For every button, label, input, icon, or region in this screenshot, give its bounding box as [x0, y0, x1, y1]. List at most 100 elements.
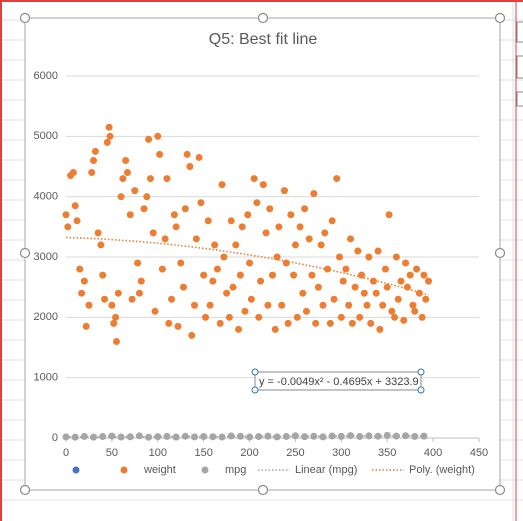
- point: [232, 241, 240, 249]
- point: [64, 223, 72, 231]
- point: [218, 433, 226, 441]
- equation-handle: [251, 386, 259, 394]
- point: [422, 295, 430, 303]
- point: [363, 301, 371, 309]
- point: [337, 313, 345, 321]
- point: [90, 156, 98, 164]
- point: [114, 289, 122, 297]
- point: [356, 313, 364, 321]
- y-tick-label: 0: [52, 432, 58, 444]
- point: [181, 205, 189, 213]
- side-button[interactable]: [516, 91, 523, 107]
- point: [358, 271, 366, 279]
- legend-marker: [72, 466, 80, 474]
- side-button[interactable]: [516, 55, 523, 79]
- point: [328, 217, 336, 225]
- y-tick-label: 4000: [34, 191, 58, 203]
- point: [202, 313, 210, 321]
- point: [372, 289, 380, 297]
- point: [238, 223, 246, 231]
- point: [128, 295, 136, 303]
- point: [137, 277, 145, 285]
- point: [82, 322, 90, 330]
- point: [143, 193, 151, 201]
- x-tick-label: 300: [332, 447, 350, 459]
- point: [347, 235, 355, 243]
- plot-area: 0 1000 2000 3000 4000 5000 6000 0 50 100 150 200 250…: [34, 70, 489, 459]
- point: [192, 235, 200, 243]
- y-tick-label: 6000: [34, 70, 58, 82]
- point: [209, 433, 217, 441]
- point: [197, 199, 205, 207]
- point: [365, 432, 373, 440]
- point: [179, 283, 187, 291]
- point: [241, 307, 249, 315]
- point: [229, 283, 237, 291]
- point: [101, 295, 109, 303]
- point: [360, 289, 368, 297]
- point: [351, 283, 359, 291]
- point: [369, 277, 377, 285]
- point: [333, 175, 341, 183]
- point: [149, 229, 157, 237]
- point: [365, 253, 373, 261]
- point: [119, 175, 127, 183]
- point: [110, 319, 118, 327]
- point: [161, 235, 169, 243]
- legend-marker: [201, 466, 209, 474]
- point: [244, 211, 252, 219]
- point: [425, 277, 433, 285]
- equation-handle: [417, 386, 425, 394]
- point: [206, 301, 214, 309]
- side-button[interactable]: [516, 21, 523, 43]
- point: [186, 163, 194, 170]
- point: [379, 301, 387, 309]
- point: [112, 337, 120, 345]
- point: [342, 265, 350, 273]
- point: [413, 265, 421, 273]
- point: [69, 169, 77, 177]
- trendline: [65, 236, 429, 296]
- x-tick-label: 150: [194, 447, 212, 459]
- point: [246, 433, 254, 441]
- point: [246, 259, 254, 267]
- point: [290, 271, 298, 279]
- point: [99, 271, 107, 279]
- point: [188, 331, 196, 339]
- point: [376, 325, 384, 333]
- point: [392, 253, 400, 261]
- point: [190, 301, 198, 309]
- chart-area[interactable]: [24, 17, 501, 491]
- point: [126, 211, 134, 219]
- y-tick-label: 1000: [34, 372, 58, 384]
- point: [269, 271, 276, 279]
- point: [284, 319, 292, 327]
- point: [183, 150, 191, 158]
- point: [236, 271, 244, 279]
- point: [172, 433, 180, 441]
- point: [156, 150, 164, 158]
- point: [227, 217, 235, 225]
- point: [145, 135, 153, 143]
- equation-handle: [417, 368, 425, 376]
- selection-handles: [19, 12, 506, 496]
- point: [131, 187, 139, 195]
- point: [266, 205, 274, 213]
- point: [339, 277, 347, 285]
- point: [223, 289, 231, 297]
- point: [94, 229, 102, 237]
- point: [71, 202, 79, 210]
- point: [151, 307, 159, 315]
- point: [374, 247, 382, 255]
- legend-label: Poly. (weight): [409, 464, 475, 476]
- point: [337, 432, 345, 440]
- point: [91, 147, 99, 155]
- point: [216, 319, 224, 327]
- point: [80, 277, 88, 285]
- point: [367, 319, 375, 327]
- point: [326, 319, 334, 327]
- point: [262, 229, 270, 237]
- point: [402, 259, 410, 267]
- point: [397, 277, 405, 285]
